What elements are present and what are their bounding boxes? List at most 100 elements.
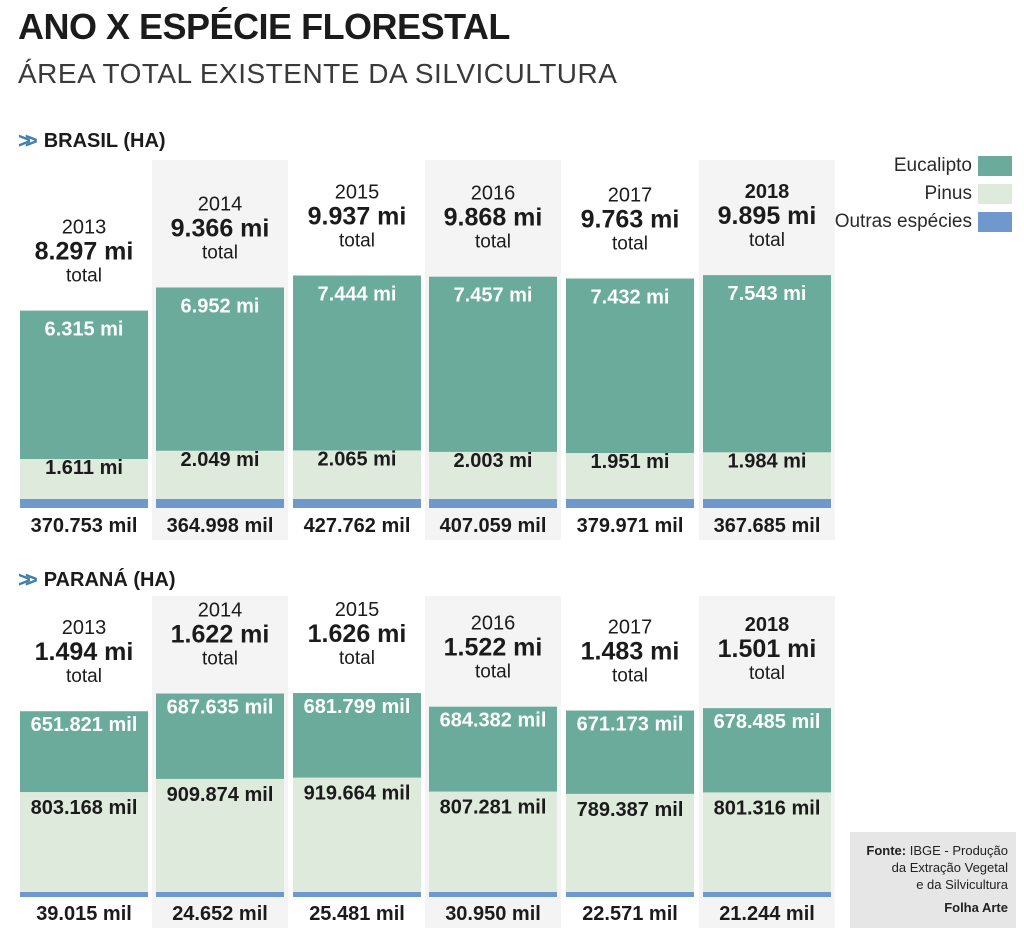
total-caption: total [475,662,511,683]
data-label-pinus: 1.951 mi [591,451,670,473]
data-label-outras: 364.998 mil [167,515,274,537]
total-caption: total [612,666,648,687]
section-heading-parana: >> PARANÁ (HA) [18,567,176,593]
data-label-eucalipto: 678.485 mil [714,711,821,733]
bar-segment-pinus [156,450,284,499]
legend-swatch-outras [978,212,1012,232]
total-value-label: 9.366 mi [171,214,270,242]
year-label: 2017 [608,184,653,206]
data-label-pinus: 2.049 mi [181,449,260,471]
data-label-pinus: 1.984 mi [728,450,807,472]
legend-label-pinus: Pinus [924,183,972,204]
chart-title: ANO X ESPÉCIE FLORESTAL [18,6,510,47]
total-value-label: 9.895 mi [718,202,817,230]
total-caption: total [749,663,785,684]
bar-segment-pinus [566,793,694,892]
data-label-pinus: 807.281 mil [440,797,547,819]
data-label-eucalipto: 7.457 mi [454,285,533,307]
year-label: 2018 [745,181,790,203]
total-value-label: 9.937 mi [308,203,407,231]
bar-segment-eucalipto [429,706,557,792]
data-label-eucalipto: 6.315 mi [45,319,124,341]
year-label: 2017 [608,617,653,639]
data-label-eucalipto: 7.432 mi [591,286,670,308]
data-label-pinus: 801.316 mil [714,797,821,819]
section-title-parana: PARANÁ (HA) [43,568,176,591]
total-value-label: 9.763 mi [581,205,680,233]
bar-segment-outras [156,499,284,508]
bar-segment-outras [20,892,148,897]
data-label-eucalipto: 681.799 mil [304,696,411,718]
data-label-outras: 407.059 mil [440,515,547,537]
legend-item-pinus: Pinus [835,180,1012,208]
data-label-eucalipto: 651.821 mil [31,714,138,736]
data-label-pinus: 1.611 mi [45,457,123,479]
legend-label-outras: Outras espécies [834,211,972,232]
total-caption: total [475,232,511,253]
data-label-eucalipto: 6.952 mi [181,295,260,317]
bar-segment-pinus [429,791,557,892]
year-label: 2013 [62,217,107,239]
chevron-double-right-icon: >> [18,128,38,153]
bar-segment-eucalipto [566,710,694,794]
bar-segment-eucalipto [156,287,284,451]
bar-segment-outras [429,892,557,897]
bar-segment-eucalipto [156,693,284,779]
year-label: 2016 [471,613,516,635]
bar-segment-eucalipto [703,275,831,453]
data-label-pinus: 2.065 mi [318,448,397,470]
source-label: Fonte: [866,843,907,858]
data-label-outras: 370.753 mil [31,515,138,537]
bar-segment-pinus [20,792,148,892]
data-label-outras: 427.762 mil [304,515,411,537]
legend: Eucalipto Pinus Outras espécies [835,152,1012,236]
source-text-line1: IBGE - Produção [909,843,1008,858]
data-label-outras: 367.685 mil [714,515,821,537]
total-caption: total [202,649,238,670]
bar-segment-pinus [293,777,421,892]
data-label-pinus: 2.003 mi [454,450,533,472]
total-value-label: 1.626 mi [308,620,407,648]
data-label-outras: 22.571 mil [582,903,678,925]
chevron-double-right-icon: >> [18,567,38,592]
total-caption: total [66,666,102,687]
data-label-eucalipto: 671.173 mil [577,714,684,736]
year-label: 2014 [198,600,243,622]
data-label-outras: 25.481 mil [309,903,405,925]
year-label: 2013 [62,617,107,639]
total-caption: total [339,231,375,252]
data-label-outras: 39.015 mil [36,903,132,925]
data-label-outras: 24.652 mil [172,903,268,925]
chart-subtitle: ÁREA TOTAL EXISTENTE DA SILVICULTURA [18,58,618,89]
total-value-label: 8.297 mi [35,238,134,266]
total-caption: total [66,266,102,287]
source-text-line2: da Extração Vegetal [891,860,1008,875]
legend-swatch-eucalipto [978,156,1012,176]
data-label-outras: 379.971 mil [577,515,684,537]
credit: Folha Arte [944,900,1008,915]
bar-segment-eucalipto [293,275,421,451]
bar-segment-eucalipto [20,310,148,459]
year-label: 2015 [335,599,380,621]
bar-segment-eucalipto [703,708,831,793]
total-value-label: 1.494 mi [35,638,134,666]
bar-segment-eucalipto [429,276,557,452]
bar-segment-outras [156,892,284,897]
bar-segment-outras [429,499,557,508]
bar-segment-outras [293,892,421,897]
bar-segment-pinus [293,450,421,499]
bar-segment-pinus [429,451,557,499]
total-caption: total [612,233,648,254]
source-text-line3: e da Silvicultura [916,877,1008,892]
year-label: 2016 [471,183,516,205]
data-label-outras: 30.950 mil [445,903,541,925]
legend-label-eucalipto: Eucalipto [893,155,972,176]
data-label-pinus: 919.664 mil [304,783,411,805]
bar-segment-outras [703,892,831,897]
bar-segment-outras [703,499,831,508]
data-label-pinus: 789.387 mil [577,799,684,821]
data-label-eucalipto: 687.635 mil [167,697,274,719]
data-label-eucalipto: 684.382 mil [440,710,547,732]
bar-segment-pinus [20,459,148,499]
